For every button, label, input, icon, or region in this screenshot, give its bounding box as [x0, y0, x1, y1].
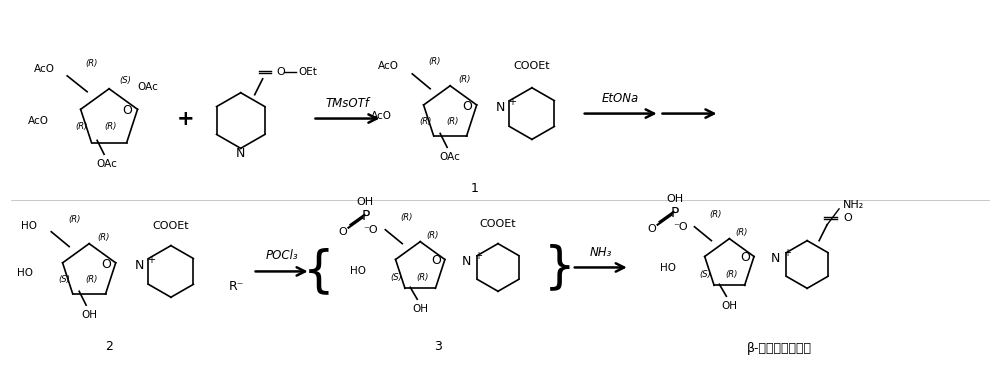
Text: HO: HO	[350, 266, 366, 276]
Text: NH₂: NH₂	[843, 200, 864, 210]
Text: AcO: AcO	[28, 116, 49, 126]
Text: O: O	[277, 67, 285, 77]
Text: (R): (R)	[419, 117, 431, 126]
Text: 2: 2	[105, 340, 113, 353]
Text: N: N	[134, 259, 144, 272]
Text: (R): (R)	[85, 59, 97, 69]
Text: COOEt: COOEt	[153, 221, 189, 231]
Text: O: O	[122, 104, 132, 117]
Text: OH: OH	[357, 197, 374, 207]
Text: NH₃: NH₃	[590, 246, 612, 258]
Text: (R): (R)	[709, 210, 722, 219]
Text: (S): (S)	[58, 275, 70, 284]
Text: (R): (R)	[68, 215, 80, 224]
Text: P: P	[670, 206, 679, 220]
Text: AcO: AcO	[378, 61, 399, 71]
Text: OH: OH	[412, 304, 428, 314]
Text: O: O	[647, 224, 656, 234]
Text: OEt: OEt	[299, 67, 317, 77]
Text: POCl₃: POCl₃	[265, 249, 298, 263]
Text: O: O	[843, 213, 852, 223]
Text: (R): (R)	[75, 122, 87, 131]
Text: (S): (S)	[390, 273, 402, 282]
Text: N: N	[461, 255, 471, 268]
Text: OH: OH	[721, 301, 737, 311]
Text: (R): (R)	[458, 75, 470, 84]
Text: R⁻: R⁻	[229, 280, 244, 293]
Text: HO: HO	[660, 263, 676, 273]
Text: OAc: OAc	[440, 152, 461, 162]
Text: (S): (S)	[699, 270, 711, 279]
Text: OAc: OAc	[97, 159, 118, 169]
Text: 3: 3	[434, 340, 442, 353]
Text: TMsOTf: TMsOTf	[325, 97, 369, 110]
Text: β-烟酰胺单核苷酸: β-烟酰胺单核苷酸	[747, 342, 812, 355]
Text: N: N	[236, 147, 245, 160]
Text: COOEt: COOEt	[480, 219, 516, 229]
Text: EtONa: EtONa	[602, 92, 639, 105]
Text: (R): (R)	[104, 122, 116, 131]
Text: (R): (R)	[735, 228, 748, 237]
Text: +: +	[508, 97, 516, 107]
Text: +: +	[474, 251, 482, 261]
Text: AcO: AcO	[34, 64, 55, 74]
Text: ⁻O: ⁻O	[364, 225, 378, 235]
Text: ⁻O: ⁻O	[673, 222, 687, 232]
Text: (R): (R)	[428, 57, 440, 67]
Text: O: O	[740, 251, 750, 264]
Text: O: O	[462, 100, 472, 113]
Text: OH: OH	[81, 310, 97, 320]
Text: (R): (R)	[416, 273, 429, 282]
Text: HO: HO	[21, 221, 37, 231]
Text: HO: HO	[17, 268, 33, 278]
Text: N: N	[495, 101, 505, 114]
Text: (R): (R)	[725, 270, 738, 279]
Text: O: O	[338, 227, 347, 237]
Text: +: +	[177, 109, 195, 129]
Text: O: O	[101, 258, 111, 271]
Text: (R): (R)	[85, 275, 98, 284]
Text: COOEt: COOEt	[514, 61, 550, 71]
Text: P: P	[361, 209, 370, 223]
Text: AcO: AcO	[371, 110, 392, 121]
Text: (R): (R)	[446, 117, 459, 126]
Text: OAc: OAc	[137, 82, 158, 92]
Text: {: {	[303, 248, 334, 295]
Text: 1: 1	[471, 182, 479, 194]
Text: OH: OH	[666, 194, 683, 204]
Text: +: +	[147, 254, 155, 264]
Text: (S): (S)	[119, 76, 131, 85]
Text: (R): (R)	[426, 231, 439, 240]
Text: O: O	[431, 254, 441, 267]
Text: N: N	[771, 252, 780, 265]
Text: (R): (R)	[400, 213, 412, 222]
Text: +: +	[783, 248, 791, 258]
Text: (R): (R)	[97, 233, 109, 242]
Text: }: }	[544, 243, 576, 291]
